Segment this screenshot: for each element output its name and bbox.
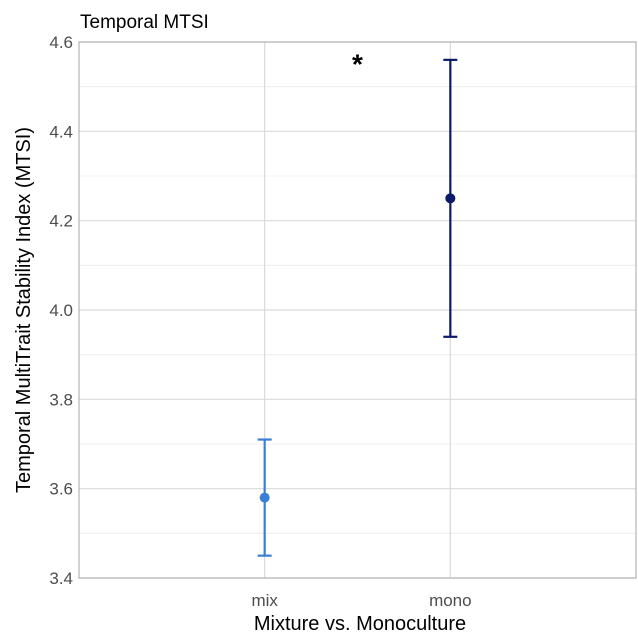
chart-title: Temporal MTSI	[80, 12, 209, 33]
x-tick-label: mix	[251, 591, 278, 610]
y-tick-label: 4.4	[49, 122, 73, 141]
y-tick-labels: 3.4 3.6 3.8 4.0 4.2 4.4 4.6	[49, 33, 73, 588]
y-tick-label: 3.6	[49, 480, 73, 499]
y-tick-label: 3.8	[49, 390, 73, 409]
x-tick-label: mono	[429, 591, 472, 610]
plot-panel-border	[78, 41, 637, 579]
errorbar-mix	[257, 438, 272, 557]
y-tick-label: 3.4	[49, 569, 73, 588]
y-tick-label: 4.2	[49, 212, 73, 231]
y-tick-label: 4.6	[49, 33, 73, 52]
errorbar-mono	[443, 58, 458, 338]
y-axis-title: Temporal MultiTrait Stability Index (MTS…	[13, 127, 35, 493]
point-mix	[259, 492, 270, 503]
y-tick-label: 4.0	[49, 301, 73, 320]
x-axis-title: Mixture vs. Monoculture	[254, 613, 466, 635]
grid-lines	[79, 41, 636, 579]
x-tick-labels: mix mono	[251, 591, 471, 610]
data-marks	[257, 58, 458, 557]
significance-annotation: *	[352, 48, 363, 79]
point-mono	[445, 193, 456, 204]
